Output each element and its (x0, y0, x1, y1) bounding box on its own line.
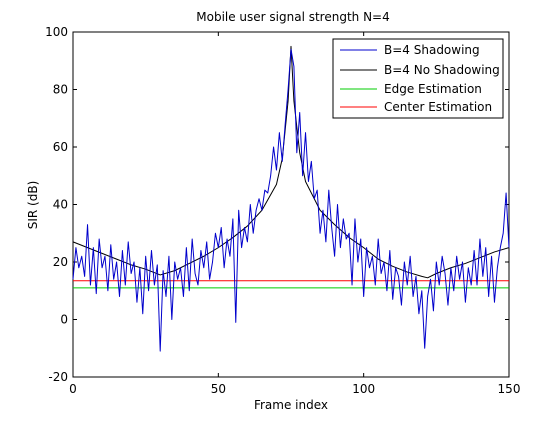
legend-label-shadowing: B=4 Shadowing (384, 43, 480, 57)
x-tick-label: 50 (211, 382, 226, 396)
y-axis-label: SIR (dB) (26, 181, 40, 230)
x-axis-label: Frame index (254, 398, 328, 412)
chart-title: Mobile user signal strength N=4 (196, 10, 390, 24)
x-tick-label: 150 (498, 382, 521, 396)
y-tick-label: 0 (60, 313, 68, 327)
legend-label-center: Center Estimation (384, 100, 492, 114)
legend: B=4 Shadowing B=4 No Shadowing Edge Esti… (332, 38, 504, 119)
series-line-shadowing (72, 48, 510, 352)
y-tick-label: 40 (53, 198, 68, 212)
x-tick-label: 100 (352, 382, 375, 396)
legend-box (332, 38, 504, 119)
series-layer (72, 45, 510, 352)
y-tick-label: 20 (53, 255, 68, 269)
y-tick-label: -20 (48, 370, 68, 384)
y-tick-label: 100 (45, 25, 68, 39)
y-tick-label: 80 (53, 83, 68, 97)
legend-label-edge: Edge Estimation (384, 82, 482, 96)
x-tick-label: 0 (69, 382, 77, 396)
legend-label-no-shadowing: B=4 No Shadowing (384, 63, 500, 77)
y-tick-label: 60 (53, 140, 68, 154)
